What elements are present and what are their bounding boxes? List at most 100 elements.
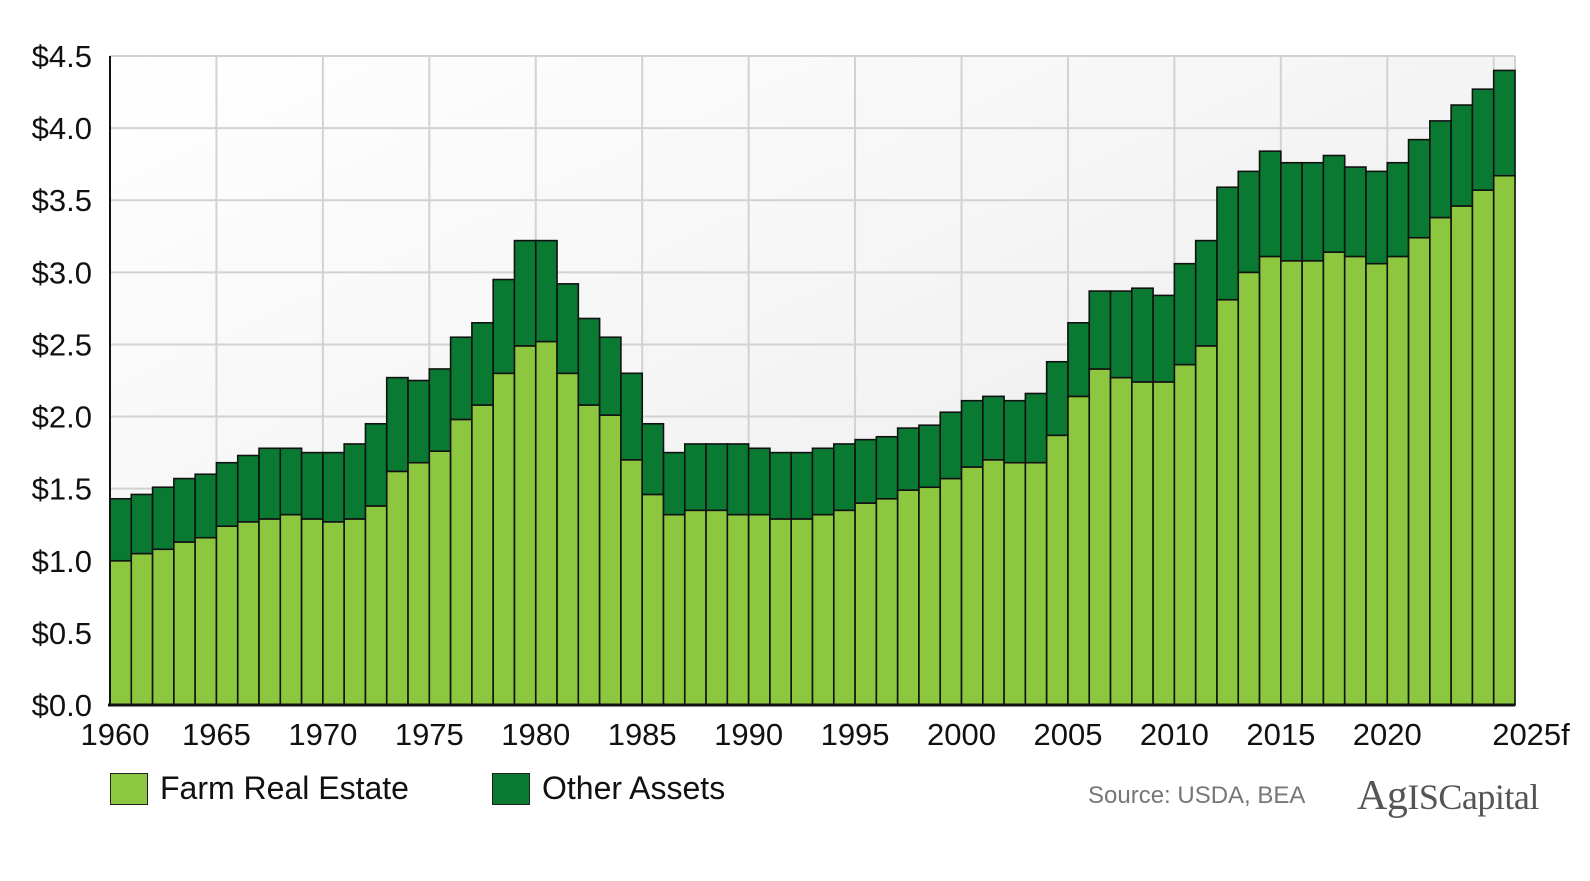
x-tick-label: 1970 xyxy=(288,717,357,752)
bar-farm-real-estate-2005 xyxy=(1067,395,1091,706)
x-tick-label: 1965 xyxy=(182,717,251,752)
bar-other-assets-2019 xyxy=(1365,170,1389,265)
bar-other-assets-2021 xyxy=(1407,138,1431,239)
bar-farm-real-estate-2020 xyxy=(1386,255,1410,706)
bar-farm-real-estate-2021 xyxy=(1407,236,1431,706)
bar-other-assets-2010 xyxy=(1173,262,1197,366)
bar-other-assets-1986 xyxy=(662,451,686,516)
bar-other-assets-1973 xyxy=(385,376,409,473)
bar-other-assets-1964 xyxy=(194,473,218,539)
bar-other-assets-1969 xyxy=(300,451,324,520)
x-tick-labels: 1960 1965 1970 1975 1980 1985 1990 1995 2000 2005… xyxy=(81,717,1571,752)
bar-other-assets-1999 xyxy=(939,411,963,480)
bar-other-assets-1974 xyxy=(407,379,431,464)
bar-farm-real-estate-1980 xyxy=(534,340,558,706)
logo-is: IS xyxy=(1407,777,1439,817)
bar-other-assets-1960 xyxy=(109,497,133,562)
bar-farm-real-estate-1982 xyxy=(577,404,601,706)
bar-other-assets-2011 xyxy=(1194,239,1218,347)
bar-other-assets-1983 xyxy=(598,336,622,416)
bar-other-assets-1981 xyxy=(556,283,580,375)
bar-other-assets-1998 xyxy=(918,424,942,489)
x-tick-label: 1990 xyxy=(714,717,783,752)
bar-other-assets-2001 xyxy=(982,395,1005,461)
bar-farm-real-estate-1986 xyxy=(662,513,686,706)
bar-farm-real-estate-1976 xyxy=(449,418,473,706)
legend-swatch-other-assets xyxy=(492,772,530,805)
bar-farm-real-estate-2023 xyxy=(1450,205,1474,706)
bar-farm-real-estate-2008 xyxy=(1131,381,1154,706)
bar-farm-real-estate-2006 xyxy=(1088,368,1112,706)
stacked-bar-chart: $0.0 $0.5 $1.0 $1.5 $2.0 $2.5 $3.0 $3.5 $4.0 $4.5… xyxy=(32,39,1571,752)
bar-other-assets-2012 xyxy=(1216,186,1240,301)
bar-farm-real-estate-1990 xyxy=(747,513,771,706)
bar-farm-real-estate-2007 xyxy=(1109,376,1133,706)
bar-farm-real-estate-1991 xyxy=(769,518,793,706)
bar-other-assets-1985 xyxy=(641,422,665,496)
x-tick-label: 1960 xyxy=(81,717,150,752)
bar-farm-real-estate-1970 xyxy=(322,521,345,706)
bar-other-assets-1993 xyxy=(811,447,835,516)
bar-farm-real-estate-1973 xyxy=(385,470,409,706)
bar-farm-real-estate-2017 xyxy=(1322,251,1346,706)
bar-other-assets-2008 xyxy=(1131,287,1154,383)
bar-farm-real-estate-1967 xyxy=(258,518,282,706)
bar-farm-real-estate-1999 xyxy=(939,477,963,706)
y-tick-label: $4.5 xyxy=(32,39,92,74)
bar-farm-real-estate-1983 xyxy=(598,414,622,706)
bar-other-assets-2022 xyxy=(1429,120,1452,219)
bar-other-assets-1967 xyxy=(258,447,282,520)
legend-label-other-assets: Other Assets xyxy=(542,770,726,806)
bar-farm-real-estate-2000 xyxy=(960,466,984,706)
bar-other-assets-1992 xyxy=(790,451,814,520)
bar-farm-real-estate-2011 xyxy=(1194,345,1218,706)
bar-other-assets-2015 xyxy=(1280,161,1303,262)
x-tick-label: 2015 xyxy=(1246,717,1315,752)
bar-other-assets-1963 xyxy=(173,477,196,543)
bar-other-assets-1976 xyxy=(449,336,473,421)
bar-other-assets-1988 xyxy=(705,443,729,512)
bar-farm-real-estate-2019 xyxy=(1365,262,1389,706)
bar-other-assets-1987 xyxy=(683,443,707,512)
bar-other-assets-1996 xyxy=(875,435,899,500)
bar-farm-real-estate-1981 xyxy=(556,372,580,706)
bar-other-assets-1968 xyxy=(279,447,303,516)
bar-other-assets-1990 xyxy=(747,447,771,516)
bar-other-assets-1982 xyxy=(577,317,601,406)
bar-other-assets-2017 xyxy=(1322,154,1346,253)
bar-farm-real-estate-1997 xyxy=(896,489,920,706)
bar-farm-real-estate-2009 xyxy=(1152,381,1176,706)
x-tick-label: 2020 xyxy=(1353,717,1422,752)
bar-other-assets-1997 xyxy=(896,427,920,491)
bar-other-assets-2009 xyxy=(1152,294,1176,383)
bar-other-assets-2020 xyxy=(1386,161,1410,258)
bar-other-assets-1984 xyxy=(620,372,643,461)
bar-farm-real-estate-1984 xyxy=(620,459,643,706)
bar-other-assets-2000 xyxy=(960,399,984,468)
bar-other-assets-1965 xyxy=(215,461,239,527)
bar-farm-real-estate-1989 xyxy=(726,513,750,706)
legend-swatch-farm-real-estate xyxy=(110,772,148,805)
bar-farm-real-estate-1988 xyxy=(705,509,729,706)
bar-farm-real-estate-2002 xyxy=(1003,461,1027,706)
bar-farm-real-estate-2022 xyxy=(1429,216,1452,706)
bar-farm-real-estate-1961 xyxy=(130,552,154,706)
bar-other-assets-1989 xyxy=(726,443,750,516)
y-tick-label: $2.5 xyxy=(32,327,92,362)
x-tick-label: 1975 xyxy=(395,717,464,752)
bar-other-assets-1962 xyxy=(151,486,175,551)
bar-farm-real-estate-2001 xyxy=(982,459,1005,706)
bar-farm-real-estate-1964 xyxy=(194,536,218,706)
y-tick-label: $0.5 xyxy=(32,616,92,651)
x-tick-label: 1980 xyxy=(501,717,570,752)
bars xyxy=(109,69,1516,706)
x-tick-label: 2005 xyxy=(1033,717,1102,752)
bar-farm-real-estate-2024 xyxy=(1471,189,1495,706)
bar-farm-real-estate-1972 xyxy=(364,505,388,706)
logo-ag: Ag xyxy=(1357,773,1408,819)
y-tick-label: $3.5 xyxy=(32,183,92,218)
bar-farm-real-estate-2018 xyxy=(1343,255,1367,706)
bar-other-assets-2016 xyxy=(1301,161,1325,262)
bar-other-assets-2005 xyxy=(1067,322,1091,398)
bar-other-assets-2025f xyxy=(1492,69,1516,177)
